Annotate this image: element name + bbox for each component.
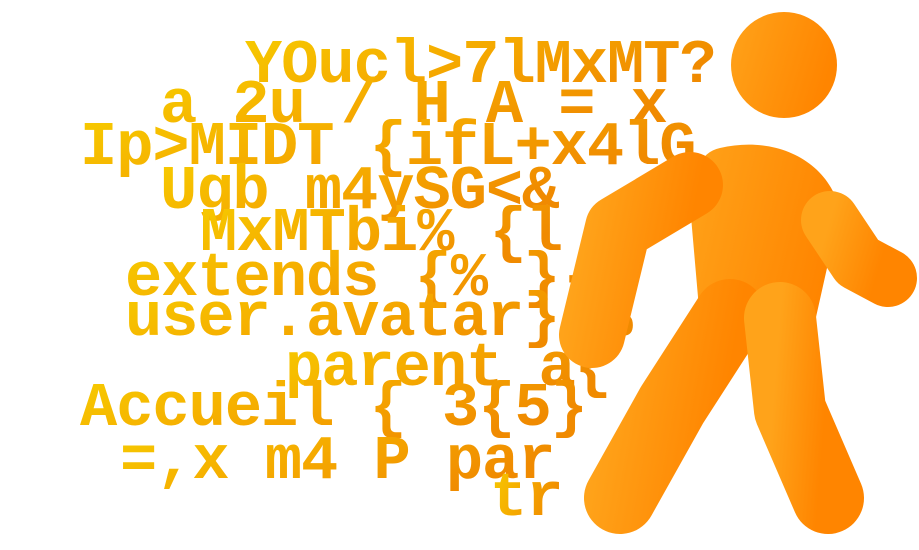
code-line: a 2u / H A = x <box>160 70 667 141</box>
code-line: extends {% }- <box>125 243 596 314</box>
code-line: YOucl>7lMxMT? <box>245 30 716 101</box>
code-line: user.avatar} % <box>125 283 634 354</box>
code-line: parent a{ <box>285 333 611 404</box>
head-shape <box>731 12 837 118</box>
code-line: MxMTbi% {l <box>200 198 562 269</box>
front-leg-shape <box>744 282 864 534</box>
code-line: tr <box>490 463 562 534</box>
back-arm-shape <box>559 152 723 368</box>
code-line: Ip>MIDT {ifL+x4lG <box>80 112 696 183</box>
rear-leg-shape <box>584 279 766 534</box>
code-line: Accueil { 3{5} <box>80 373 587 444</box>
front-arm-shape <box>801 191 917 307</box>
code-line: Ugb m4ySG<& <box>160 156 559 227</box>
code-line: =,x m4 P par <box>120 426 554 497</box>
